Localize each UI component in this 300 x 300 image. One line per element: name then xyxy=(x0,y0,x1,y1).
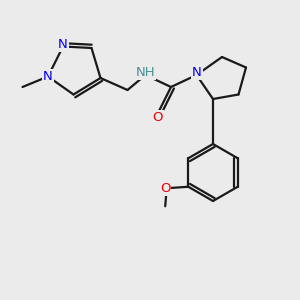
Text: O: O xyxy=(160,182,170,195)
Text: O: O xyxy=(152,111,163,124)
Text: NH: NH xyxy=(136,66,155,79)
Text: N: N xyxy=(58,38,68,52)
Text: N: N xyxy=(192,66,202,79)
Text: N: N xyxy=(43,70,53,83)
